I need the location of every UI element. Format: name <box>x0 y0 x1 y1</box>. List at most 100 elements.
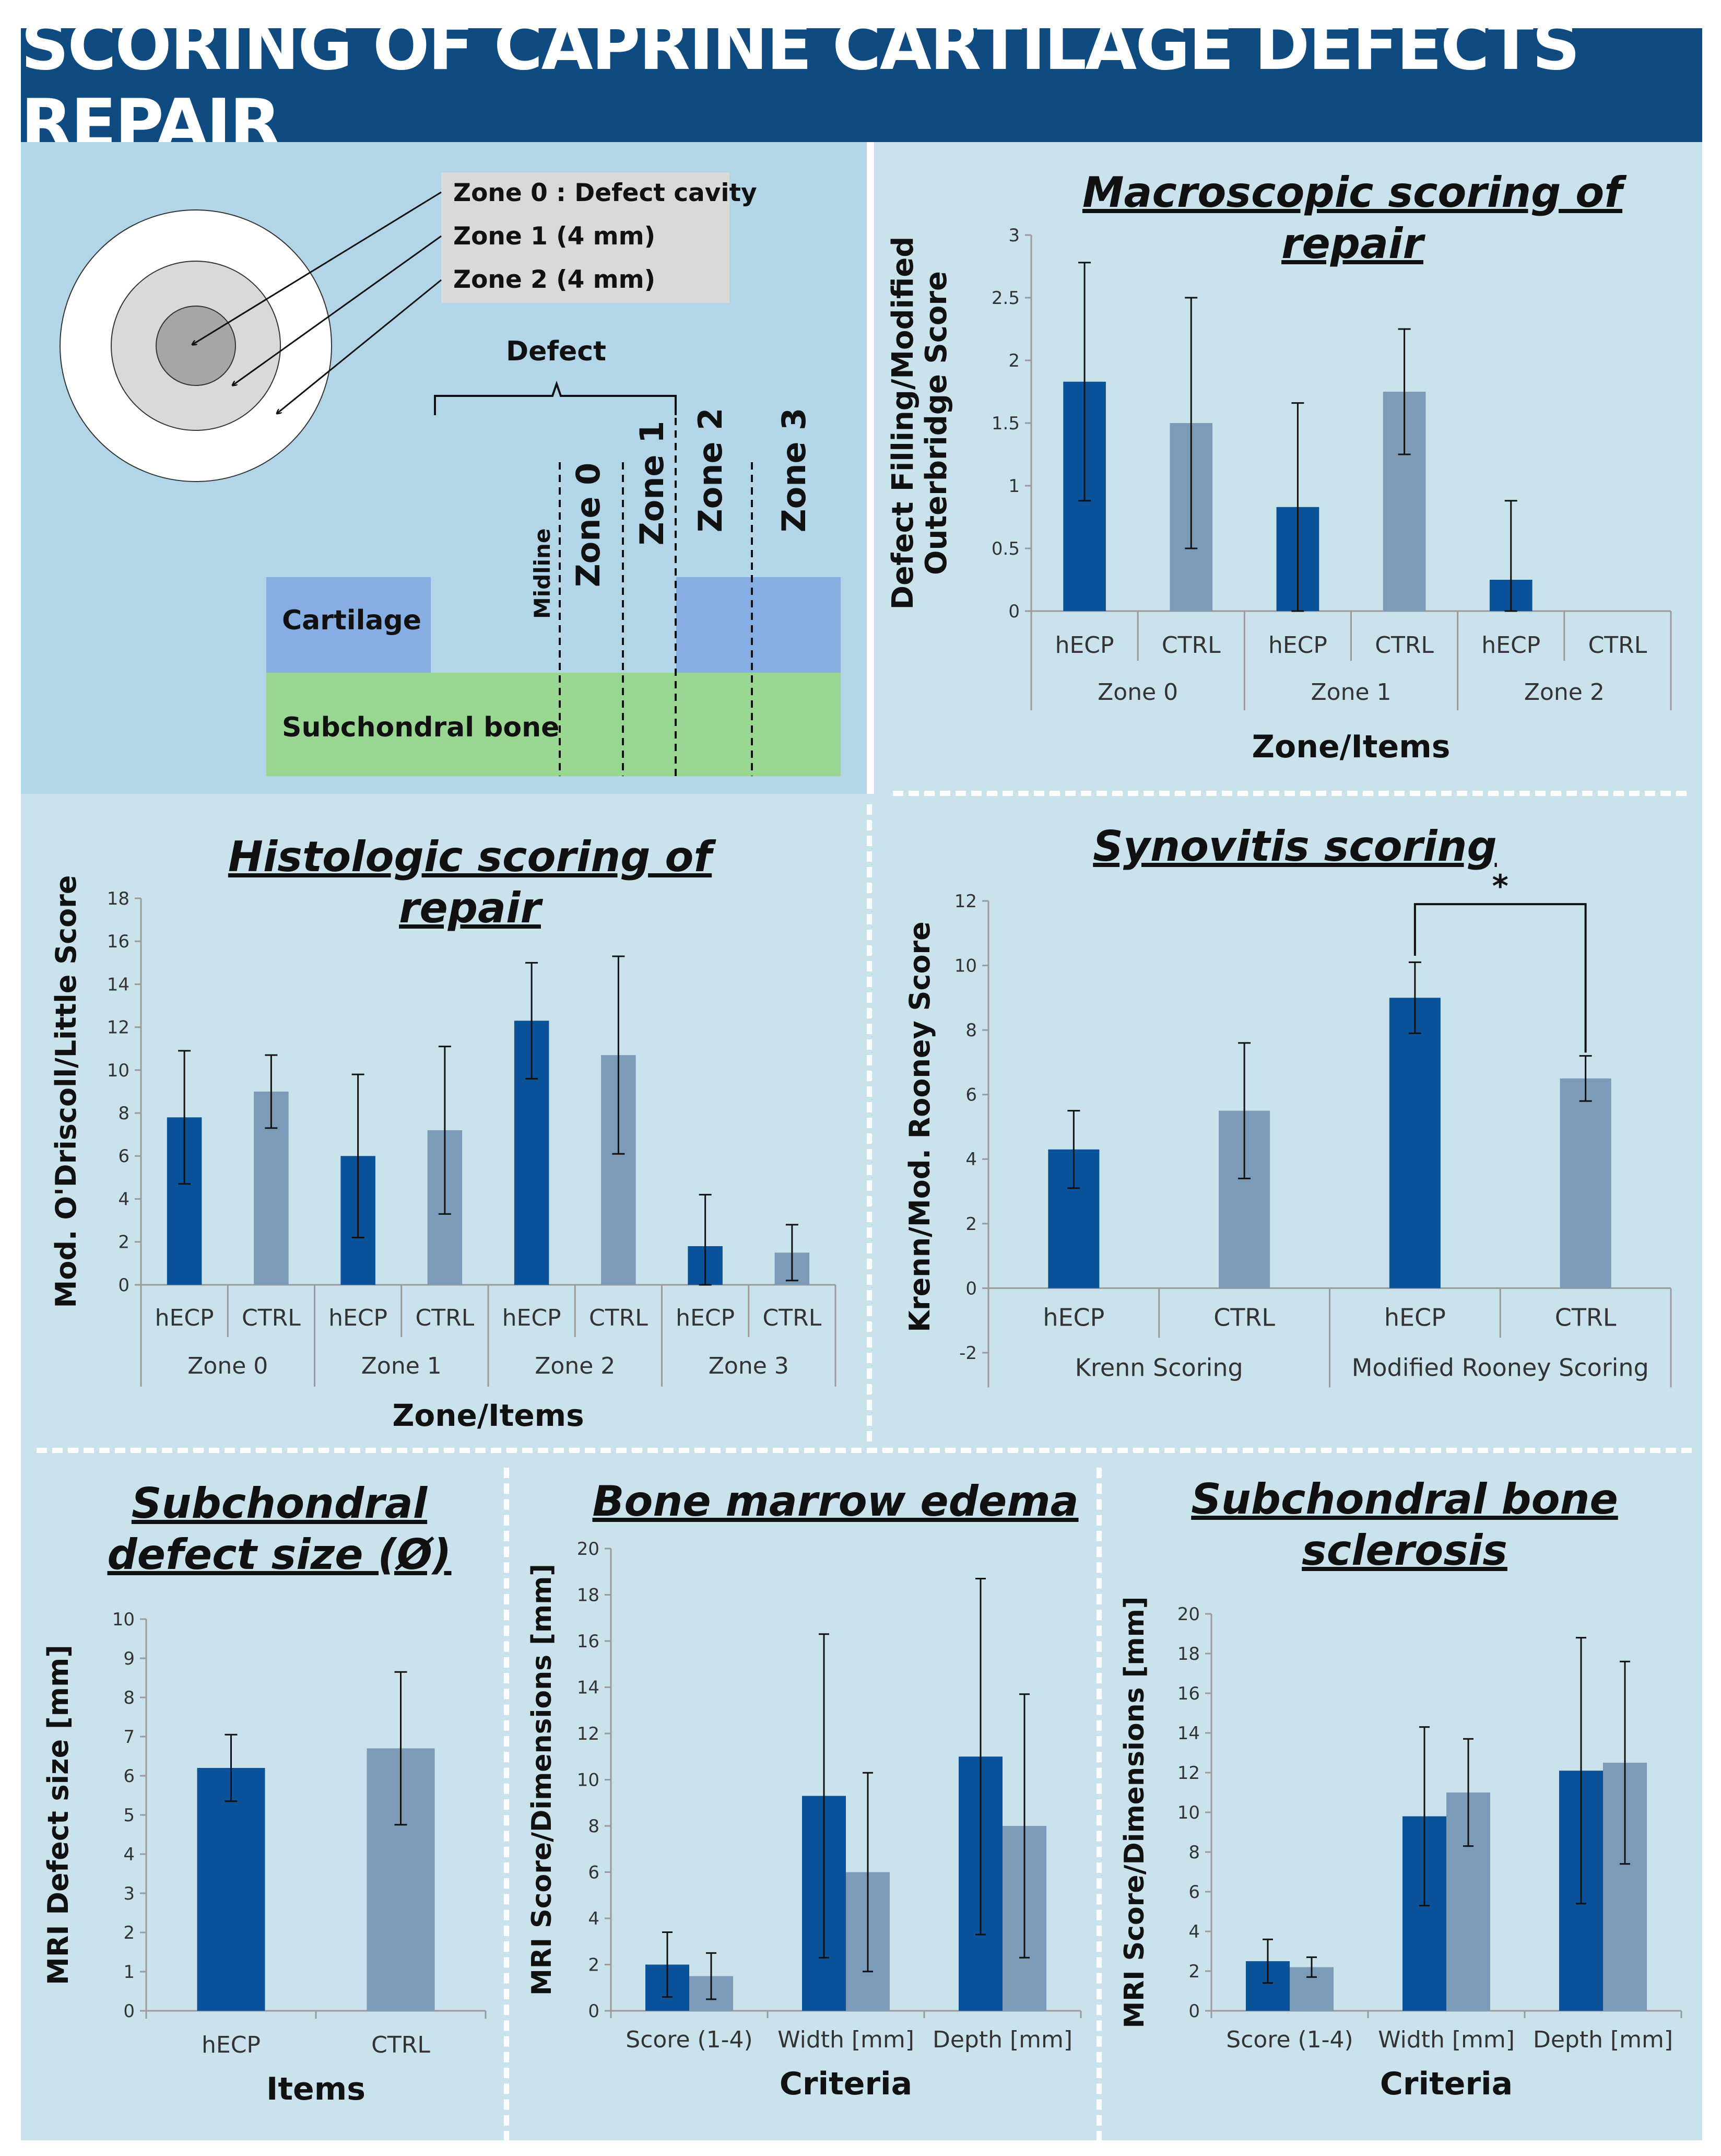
y-tick-label: 2 <box>965 1214 977 1235</box>
subchondral-bone-block <box>266 673 841 776</box>
y-tick-label: 10 <box>954 955 977 976</box>
x-item-label: hECP <box>1268 632 1327 659</box>
y-tick-label: 8 <box>588 1816 599 1837</box>
x-group-label: Zone 2 <box>1524 679 1605 706</box>
macro-panel <box>874 142 1702 794</box>
y-tick-label: 10 <box>112 1609 135 1630</box>
scler-chart: 0 2 4 6 8 10 12 14 16 18 20 Score (1-4) Width [mm] De… <box>1119 1596 1682 2102</box>
arrow-zone-1 <box>232 235 442 385</box>
defect-label: Defect <box>506 336 606 367</box>
y-tick-label: 1 <box>123 1962 135 1983</box>
y-axis-title: Defect Filling/Modified <box>886 237 920 610</box>
y-tick-label: 18 <box>107 888 129 909</box>
y-tick-label: 0 <box>588 2001 599 2022</box>
separator-dashed <box>893 791 1687 796</box>
x-item-label: CTRL <box>1555 1303 1617 1331</box>
x-item-label: hECP <box>1043 1303 1104 1331</box>
x-item-label: hECP <box>1384 1303 1446 1331</box>
y-tick-label: 4 <box>965 1149 977 1170</box>
y-tick-label: 18 <box>1177 1644 1200 1665</box>
x-item-label: CTRL <box>242 1305 301 1331</box>
y-tick-label: 4 <box>1188 1921 1200 1942</box>
x-group-label: Zone 1 <box>1311 679 1392 706</box>
y-tick-label: 4 <box>123 1844 135 1865</box>
y-axis-title: MRI Defect size [mm] <box>42 1645 75 1985</box>
significance-bracket <box>1413 903 1587 1053</box>
y-axis-title: Outerbridge Score <box>920 271 953 575</box>
y-tick-label: 0 <box>1188 2001 1200 2022</box>
x-item-label: CTRL <box>1162 632 1221 659</box>
cartilage-label: Cartilage <box>282 605 421 636</box>
marrow-chart-title: Bone marrow edema <box>592 1477 1079 1526</box>
arrow-zone-2 <box>277 279 442 414</box>
x-group-label: Krenn Scoring <box>1075 1353 1243 1381</box>
x-group-label: Zone 0 <box>1098 679 1178 706</box>
x-category-label: Score (1-4) <box>1226 2026 1353 2053</box>
zone-label-0: Zone 0 <box>569 463 607 587</box>
y-tick-label: 2.5 <box>992 288 1020 309</box>
x-item-label: CTRL <box>371 2032 430 2058</box>
y-tick-label: 0.5 <box>992 538 1020 559</box>
y-tick-label: 8 <box>1188 1842 1200 1863</box>
macro-chart-title: Macroscopic scoring of repair <box>1082 168 1623 268</box>
x-item-label: hECP <box>1055 632 1114 659</box>
y-tick-label: 8 <box>965 1020 977 1041</box>
significance-marker: * <box>1492 868 1508 905</box>
scler-title-line-1: Subchondral bone <box>1191 1475 1618 1524</box>
size-title-line-2: defect size (Ø) <box>107 1530 452 1579</box>
y-tick-label: 8 <box>123 1688 135 1708</box>
y-tick-label: 20 <box>1177 1604 1200 1625</box>
bar-hecp-0 <box>197 1768 265 2011</box>
y-tick-label: 14 <box>1177 1723 1200 1744</box>
y-axis-title: Mod. O'Driscoll/Little Score <box>50 875 82 1308</box>
y-tick-label: 12 <box>954 891 977 912</box>
y-tick-label: 16 <box>107 931 129 952</box>
y-tick-label: 6 <box>123 1766 135 1787</box>
y-tick-label: 6 <box>965 1085 977 1106</box>
x-item-label: CTRL <box>1375 632 1434 659</box>
x-category-label: Depth [mm] <box>1533 2026 1673 2053</box>
page-title: SCORING OF CAPRINE CARTILAGE DEFECTS REP… <box>21 7 1580 163</box>
y-tick-label: 12 <box>1177 1763 1200 1784</box>
histo-chart: 0 2 4 6 8 10 12 14 16 18 hECP CTRL hECP CTRL hECP CTRL h… <box>50 875 836 1433</box>
size-title-line-1: Subchondral <box>131 1479 428 1528</box>
y-tick-label: 6 <box>588 1862 599 1883</box>
arrow-zone-0 <box>192 191 442 345</box>
scler-chart-title: Subchondral bone sclerosis <box>1159 1474 1650 1576</box>
syn-chart-title: Synovitis scoring <box>1093 822 1497 871</box>
x-category-label: Depth [mm] <box>933 2026 1072 2053</box>
zone-diagram: Zone 0 : Defect cavity Zone 1 (4 mm) Zon… <box>60 172 841 776</box>
y-tick-label: 16 <box>577 1631 599 1652</box>
zone-label-1: Zone 1 <box>633 421 671 545</box>
x-axis-title: Criteria <box>780 2066 912 2102</box>
y-tick-label: 2 <box>1188 1961 1200 1982</box>
y-tick-label: 6 <box>118 1146 129 1167</box>
y-tick-label: 8 <box>118 1103 129 1124</box>
x-item-label: hECP <box>328 1305 387 1331</box>
x-group-label: Zone 3 <box>709 1353 789 1379</box>
x-item-label: CTRL <box>589 1305 648 1331</box>
panel-separator <box>867 142 874 794</box>
y-tick-label: 1 <box>1008 476 1020 497</box>
scler-title-line-2: sclerosis <box>1302 1526 1507 1575</box>
separator-dashed <box>504 1468 509 2141</box>
x-group-label: Zone 1 <box>361 1353 442 1379</box>
y-tick-label: 3 <box>123 1883 135 1904</box>
y-tick-label: 1.5 <box>992 413 1020 434</box>
zone-label-2: Zone 2 <box>691 408 729 532</box>
y-tick-label: 10 <box>107 1060 129 1081</box>
y-tick-label: 20 <box>577 1539 599 1560</box>
y-tick-label: 16 <box>1177 1683 1200 1704</box>
midline-label: Midline <box>529 529 555 619</box>
x-item-label: CTRL <box>1588 632 1647 659</box>
y-tick-label: 6 <box>1188 1882 1200 1903</box>
y-tick-label: 2 <box>588 1954 599 1975</box>
separator-dashed <box>1097 1468 1102 2141</box>
y-axis-title: Krenn/Mod. Rooney Score <box>903 921 936 1332</box>
syn-chart: -2 0 2 4 6 8 10 12 hECP CTRL hECP CTRL Krenn Scoring… <box>903 868 1672 1388</box>
x-item-label: hECP <box>1481 632 1540 659</box>
x-axis-title: Items <box>266 2071 366 2107</box>
cartilage-block-right <box>676 577 841 673</box>
y-tick-label: 14 <box>107 974 129 995</box>
